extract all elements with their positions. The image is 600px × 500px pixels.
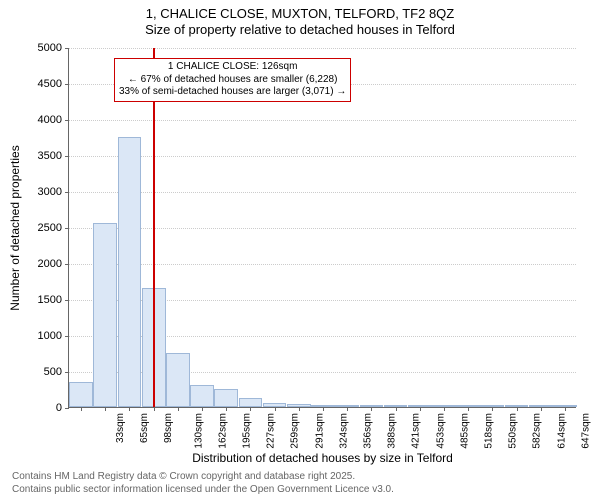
title-line1: 1, CHALICE CLOSE, MUXTON, TELFORD, TF2 8… <box>0 6 600 22</box>
xtick-label: 550sqm <box>508 413 519 449</box>
xtick-label: 582sqm <box>532 413 543 449</box>
xtick-label: 614sqm <box>556 413 567 449</box>
ytick-label: 4000 <box>12 114 62 126</box>
ytick-label: 4500 <box>12 78 62 90</box>
histogram-bar <box>93 223 117 407</box>
xtick-mark <box>396 407 397 411</box>
annotation-line2: ← 67% of detached houses are smaller (6,… <box>119 74 346 87</box>
ytick-label: 2500 <box>12 222 62 234</box>
ytick-mark <box>65 336 69 337</box>
xtick-label: 65sqm <box>139 413 150 443</box>
xtick-mark <box>323 407 324 411</box>
footer-line1: Contains HM Land Registry data © Crown c… <box>12 471 394 484</box>
histogram-bar <box>69 382 93 407</box>
ytick-mark <box>65 408 69 409</box>
ytick-mark <box>65 228 69 229</box>
ytick-label: 500 <box>12 366 62 378</box>
xtick-mark <box>420 407 421 411</box>
ytick-label: 0 <box>12 402 62 414</box>
ytick-mark <box>65 156 69 157</box>
ytick-mark <box>65 264 69 265</box>
ytick-label: 3000 <box>12 186 62 198</box>
title-line2: Size of property relative to detached ho… <box>0 22 600 38</box>
xtick-label: 195sqm <box>242 413 253 449</box>
ytick-label: 5000 <box>12 42 62 54</box>
xtick-mark <box>250 407 251 411</box>
ytick-label: 3500 <box>12 150 62 162</box>
xtick-label: 130sqm <box>193 413 204 449</box>
xtick-mark <box>565 407 566 411</box>
xtick-label: 453sqm <box>435 413 446 449</box>
xtick-mark <box>202 407 203 411</box>
xtick-label: 388sqm <box>387 413 398 449</box>
xtick-mark <box>541 407 542 411</box>
xtick-mark <box>178 407 179 411</box>
xtick-label: 33sqm <box>115 413 126 443</box>
xtick-label: 421sqm <box>411 413 422 449</box>
ytick-label: 2000 <box>12 258 62 270</box>
ytick-mark <box>65 84 69 85</box>
ytick-mark <box>65 120 69 121</box>
gridline <box>69 156 576 157</box>
ytick-label: 1500 <box>12 294 62 306</box>
ytick-label: 1000 <box>12 330 62 342</box>
title-block: 1, CHALICE CLOSE, MUXTON, TELFORD, TF2 8… <box>0 0 600 39</box>
xtick-mark <box>105 407 106 411</box>
histogram-bar <box>190 385 214 407</box>
xtick-label: 518sqm <box>484 413 495 449</box>
xtick-label: 324sqm <box>338 413 349 449</box>
chart-area: Number of detached properties Distributi… <box>68 48 576 408</box>
annotation-box: 1 CHALICE CLOSE: 126sqm← 67% of detached… <box>114 58 351 102</box>
xtick-mark <box>81 407 82 411</box>
histogram-bar <box>239 398 263 407</box>
gridline <box>69 48 576 49</box>
gridline <box>69 120 576 121</box>
annotation-line3: 33% of semi-detached houses are larger (… <box>119 86 346 99</box>
x-axis-label: Distribution of detached houses by size … <box>192 451 453 465</box>
gridline <box>69 192 576 193</box>
annotation-line1: 1 CHALICE CLOSE: 126sqm <box>119 61 346 74</box>
gridline <box>69 228 576 229</box>
ytick-mark <box>65 48 69 49</box>
xtick-mark <box>275 407 276 411</box>
xtick-mark <box>226 407 227 411</box>
xtick-mark <box>492 407 493 411</box>
xtick-label: 98sqm <box>163 413 174 443</box>
ytick-mark <box>65 300 69 301</box>
histogram-bar <box>214 389 238 407</box>
xtick-mark <box>517 407 518 411</box>
xtick-label: 259sqm <box>290 413 301 449</box>
xtick-mark <box>371 407 372 411</box>
xtick-label: 356sqm <box>363 413 374 449</box>
plot-region: Number of detached properties Distributi… <box>68 48 576 408</box>
xtick-mark <box>347 407 348 411</box>
xtick-mark <box>468 407 469 411</box>
xtick-mark <box>444 407 445 411</box>
xtick-label: 647sqm <box>580 413 591 449</box>
xtick-label: 291sqm <box>314 413 325 449</box>
chart-container: 1, CHALICE CLOSE, MUXTON, TELFORD, TF2 8… <box>0 0 600 500</box>
xtick-mark <box>154 407 155 411</box>
marker-line <box>153 48 155 407</box>
xtick-mark <box>299 407 300 411</box>
xtick-mark <box>129 407 130 411</box>
histogram-bar <box>166 353 190 407</box>
xtick-label: 227sqm <box>266 413 277 449</box>
xtick-label: 162sqm <box>217 413 228 449</box>
xtick-label: 485sqm <box>459 413 470 449</box>
footer-line2: Contains public sector information licen… <box>12 484 394 497</box>
ytick-mark <box>65 192 69 193</box>
footer: Contains HM Land Registry data © Crown c… <box>12 471 394 496</box>
ytick-mark <box>65 372 69 373</box>
gridline <box>69 264 576 265</box>
histogram-bar <box>118 137 142 407</box>
